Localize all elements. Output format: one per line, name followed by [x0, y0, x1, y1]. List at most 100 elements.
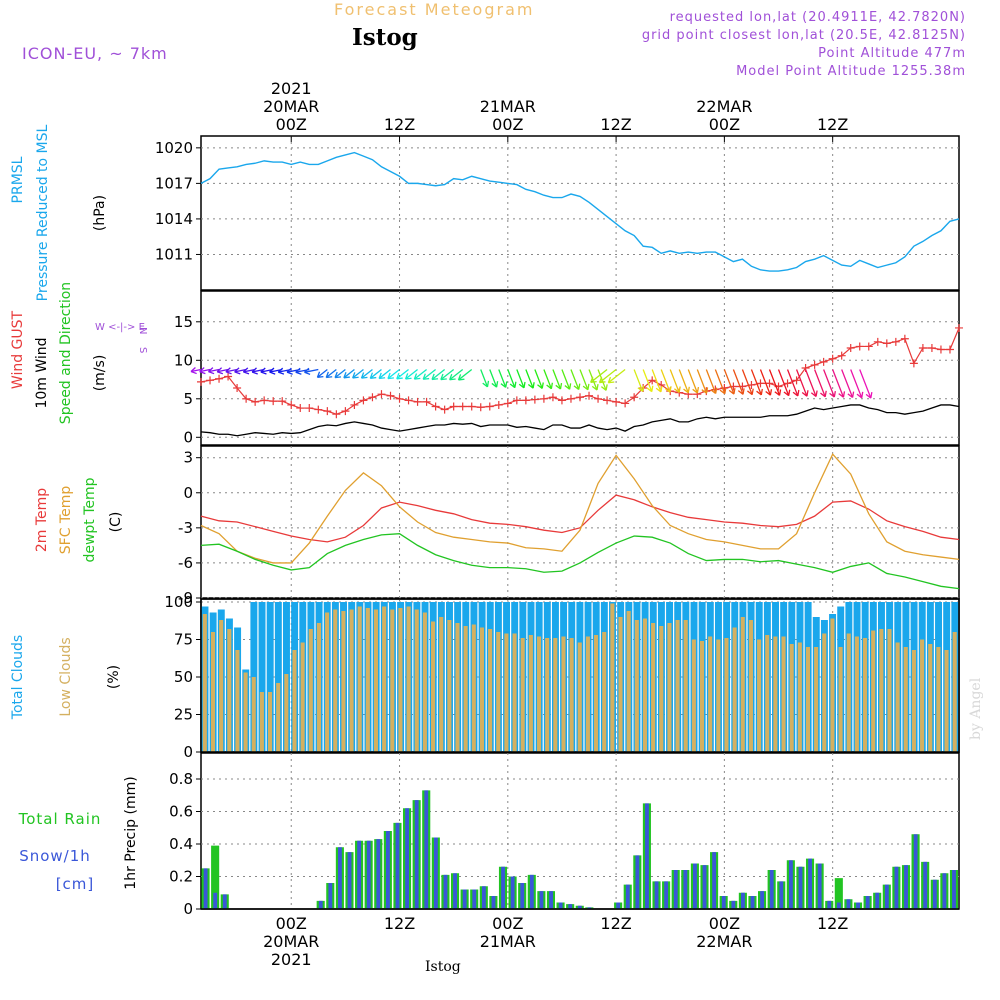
- low-cloud-bar: [920, 639, 925, 752]
- gust-marker: [341, 407, 350, 416]
- gust-marker: [215, 374, 224, 383]
- gust-marker: [873, 337, 882, 346]
- wind-arrowhead: [600, 384, 608, 391]
- snow-bar: [203, 868, 208, 909]
- wind-arrow: [199, 368, 211, 373]
- snow-bar: [712, 852, 717, 909]
- low-cloud-bar: [651, 623, 656, 752]
- snow-bar: [520, 883, 525, 909]
- low-cloud-bar: [447, 620, 452, 752]
- low-cloud-bar: [903, 647, 908, 752]
- gust-marker: [413, 397, 422, 406]
- gust-marker: [548, 393, 557, 402]
- gust-marker: [431, 402, 440, 411]
- wind-speed-line: [200, 404, 960, 437]
- low-cloud-bar: [463, 626, 468, 752]
- low-cloud-bar: [365, 608, 370, 752]
- gust-marker: [955, 323, 963, 332]
- low-cloud-bar: [773, 636, 778, 752]
- low-cloud-bar: [553, 638, 558, 752]
- wind-arrowhead: [820, 390, 827, 398]
- snow-bar: [760, 891, 765, 909]
- wind-arrowhead: [378, 372, 386, 380]
- snow-bar: [491, 896, 496, 909]
- low-cloud-bar: [398, 608, 403, 752]
- y-tick-label: 25: [174, 706, 193, 724]
- wind-arrowhead: [422, 373, 430, 380]
- snow-bar: [635, 855, 640, 909]
- gust-marker: [305, 404, 314, 413]
- gust-marker: [242, 394, 251, 403]
- gust-marker: [539, 394, 548, 403]
- snow-bar: [366, 840, 371, 909]
- location-title: Istog: [352, 24, 418, 51]
- top-time-label: 00Z: [492, 115, 523, 134]
- wind-arrow: [723, 369, 735, 395]
- snow-bar: [587, 907, 592, 909]
- compass-south: S: [137, 347, 148, 353]
- y-tick-label: 1011: [155, 245, 193, 263]
- low-cloud-bar: [520, 638, 525, 752]
- wind-arrow: [552, 369, 562, 390]
- snow-bar: [501, 866, 505, 909]
- wind-arrowhead: [637, 385, 645, 392]
- wind-arrow: [714, 369, 726, 395]
- snow-bar: [433, 837, 438, 909]
- gust-marker: [224, 372, 233, 381]
- wind-arrow: [234, 368, 247, 373]
- wind-arrowhead: [190, 367, 197, 375]
- top-time-label: 21MAR: [480, 97, 536, 116]
- gust-marker: [828, 354, 837, 363]
- pressure-unit: (hPa): [92, 195, 108, 231]
- snow-bar: [664, 881, 669, 909]
- wind-arrowhead: [674, 386, 681, 393]
- low-cloud-bar: [259, 692, 264, 752]
- gust-marker: [756, 379, 765, 388]
- snow-bar: [942, 873, 947, 909]
- low-cloud-bar: [895, 642, 900, 752]
- gust-marker: [936, 345, 945, 354]
- wind-arrowhead: [325, 371, 333, 379]
- wind-speed-label: 10m Wind: [34, 337, 50, 408]
- wind-arrow: [804, 369, 817, 397]
- low-cloud-bar: [267, 692, 273, 752]
- gust-marker: [765, 379, 774, 388]
- wind-arrowhead: [404, 373, 412, 380]
- low-cloud-bar: [814, 647, 819, 752]
- rain-bar: [211, 845, 220, 909]
- snow-bar: [865, 896, 870, 909]
- gust-marker: [494, 400, 503, 409]
- bottom-time-label: 00Z: [276, 914, 307, 933]
- wind-arrowhead: [396, 372, 403, 380]
- low-cloud-bar: [455, 623, 460, 752]
- low-cloud-bar: [349, 609, 354, 752]
- low-cloud-bar: [251, 677, 256, 752]
- y-tick-label: -9: [178, 589, 193, 607]
- wind-arrowhead: [728, 388, 736, 395]
- snow-bar: [683, 870, 688, 909]
- wind-arrowhead: [719, 387, 727, 395]
- low-cloud-bar: [594, 635, 599, 752]
- wind-arrowhead: [801, 390, 809, 397]
- wind-arrow: [217, 368, 229, 373]
- snow-bar: [846, 899, 851, 909]
- low-cloud-bar: [561, 636, 566, 752]
- wind-arrow: [440, 369, 455, 381]
- low-cloud-bar: [243, 672, 248, 752]
- low-cloud-bar: [740, 617, 745, 752]
- low-cloud-bar: [952, 632, 957, 752]
- snow-bar: [721, 896, 726, 909]
- wind-arrow: [498, 369, 507, 388]
- wind-arrow: [823, 369, 835, 398]
- wind-arrowhead: [295, 367, 302, 375]
- pressure-label-2: Pressure Reduced to MSL: [35, 124, 51, 301]
- temp-unit: (C): [108, 512, 124, 533]
- top-time-label: 20MAR: [263, 97, 319, 116]
- wind-arrow: [561, 369, 571, 390]
- temp-2m-label: 2m Temp: [34, 488, 50, 552]
- y-tick-label: -6: [178, 554, 193, 572]
- low-cloud-bar: [292, 650, 297, 752]
- panel-frame: [200, 598, 960, 753]
- y-tick-label: 10: [174, 351, 193, 369]
- snow-bar: [424, 790, 429, 909]
